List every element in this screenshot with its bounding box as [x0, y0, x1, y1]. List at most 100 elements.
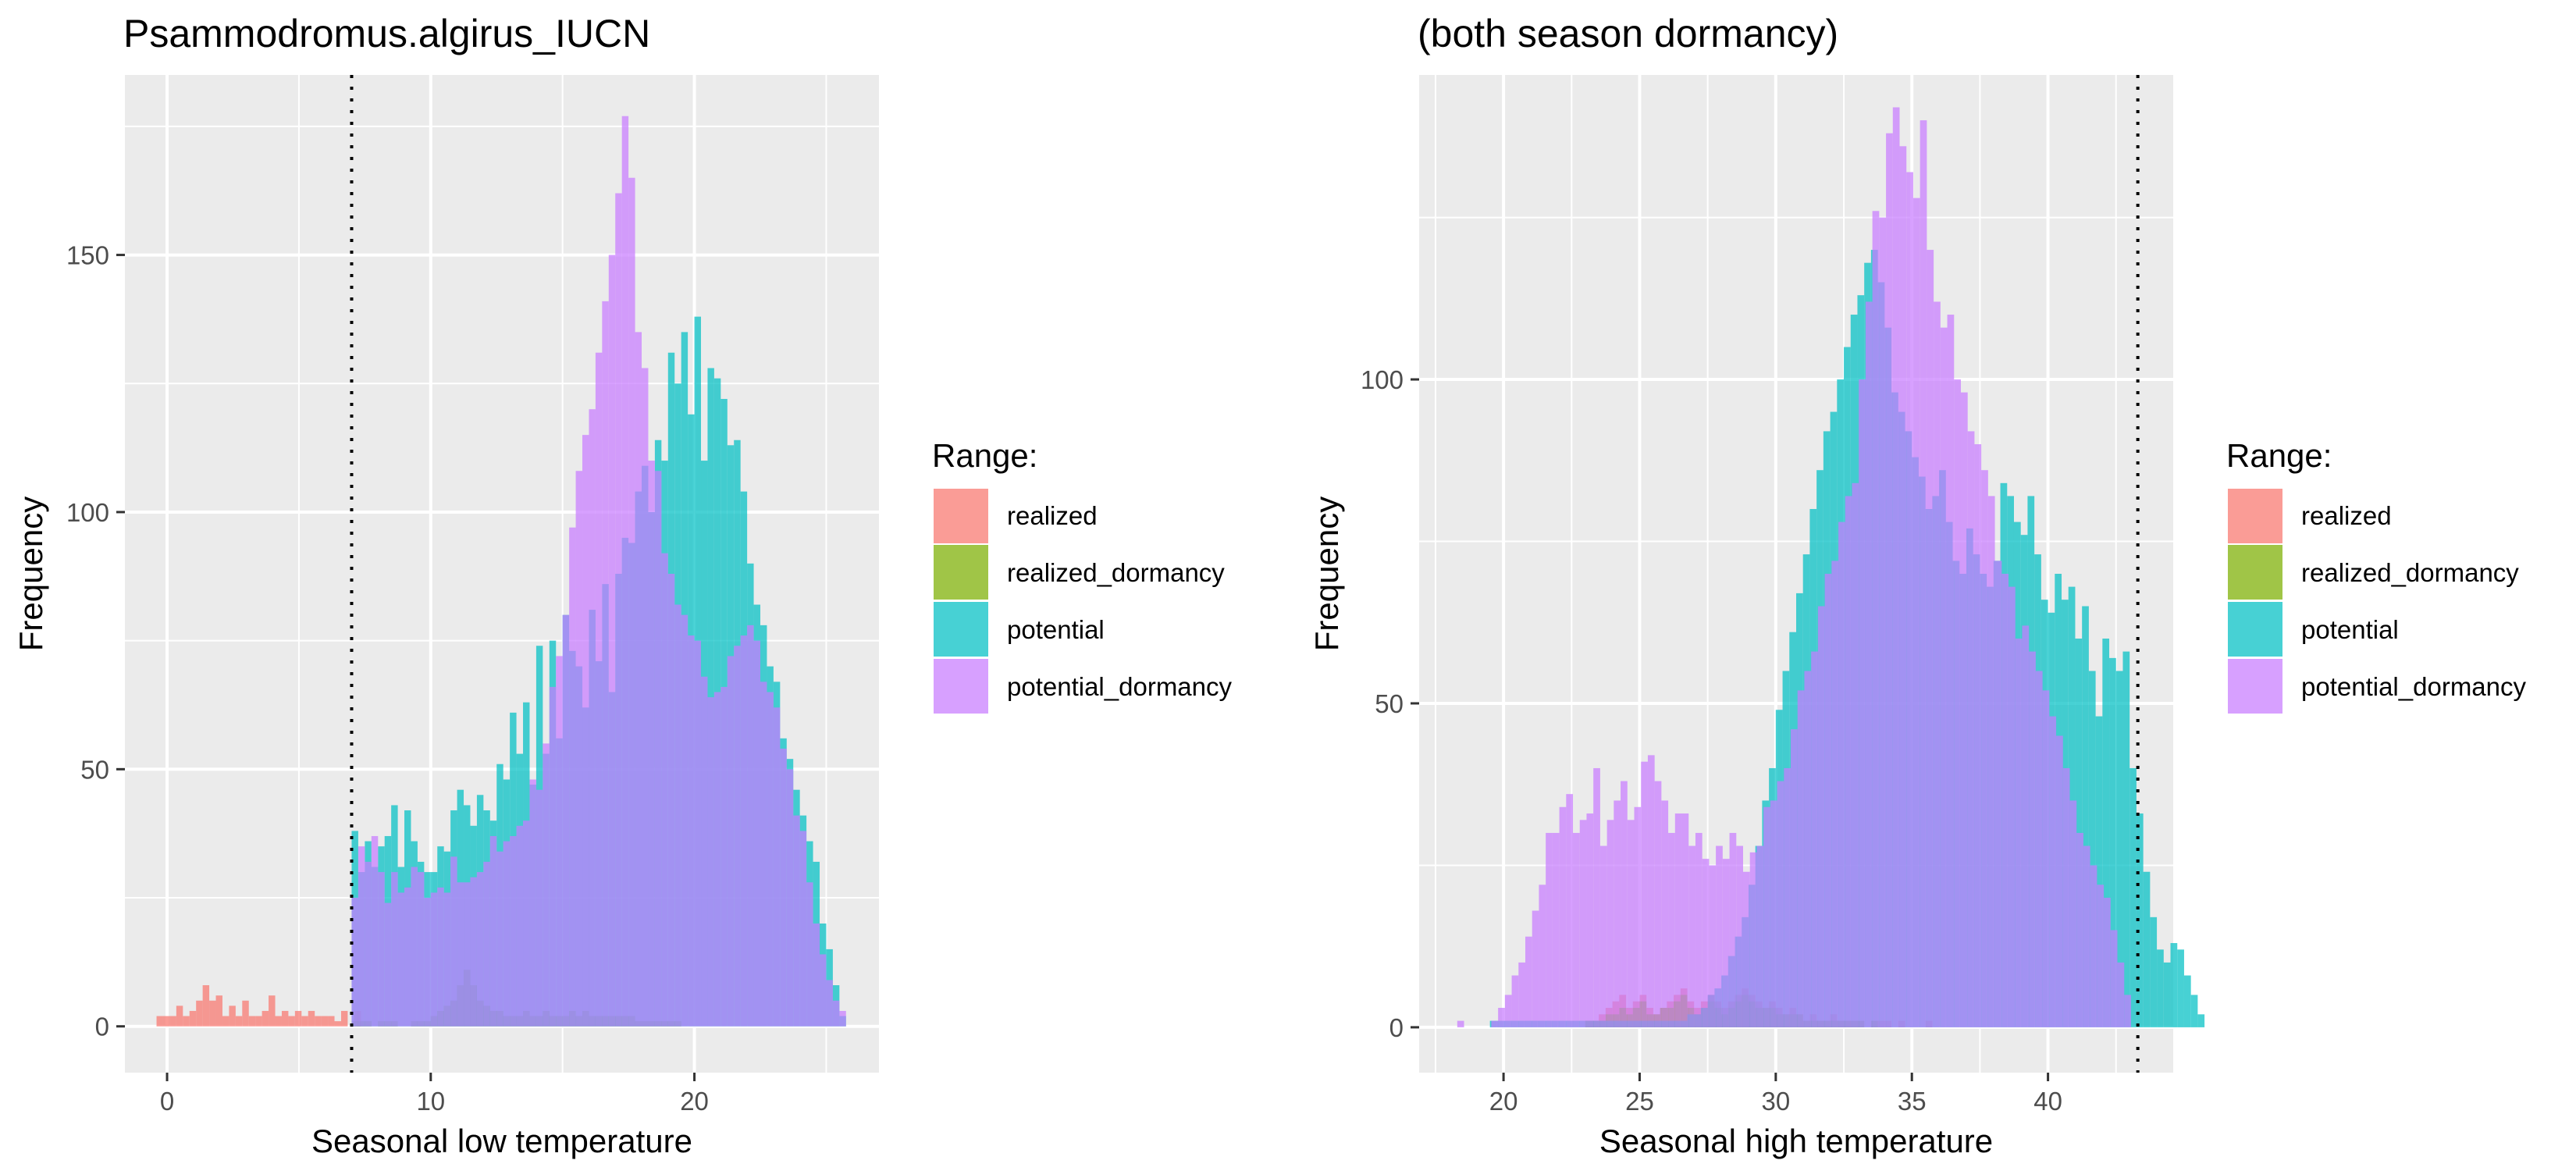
right-bar-potential-dormancy — [1831, 561, 1839, 1027]
left-bar-potential-dormancy — [549, 686, 557, 1027]
right-y-tick-label: 0 — [1389, 1013, 1404, 1042]
left-bar-potential-dormancy — [713, 692, 721, 1027]
left-bar-realized — [156, 1016, 163, 1027]
left-bar-potential-dormancy — [780, 748, 787, 1027]
left-chart: Psammodromus.algirus_IUCN 0 10 20 0 50 100 15… — [12, 12, 879, 1159]
left-bar-potential-dormancy — [516, 825, 524, 1027]
right-x-tick-label: 20 — [1489, 1087, 1518, 1116]
left-bar-potential-dormancy — [575, 471, 583, 1027]
left-x-axis: 0 10 20 — [160, 1073, 709, 1116]
right-legend-title: Range: — [2226, 437, 2332, 474]
left-series-potential-dormancy — [351, 116, 846, 1027]
right-bar-potential-dormancy — [2049, 716, 2057, 1027]
left-bar-potential-dormancy — [701, 676, 708, 1027]
left-bar-potential-dormancy — [397, 892, 405, 1027]
left-legend-key-realized — [934, 489, 988, 543]
right-bar-potential-dormancy — [1579, 820, 1587, 1027]
right-bar-potential-dormancy — [1770, 800, 1777, 1027]
right-bar-potential-dormancy — [1518, 962, 1526, 1027]
right-bar-potential-dormancy — [1668, 832, 1675, 1027]
left-bar-potential-dormancy — [470, 877, 477, 1027]
left-bar-potential-dormancy — [569, 527, 576, 1027]
left-x-tick-label: 10 — [416, 1087, 445, 1116]
left-bar-potential-dormancy — [464, 882, 471, 1027]
right-bar-potential-dormancy — [1709, 865, 1717, 1027]
left-bar-potential-dormancy — [529, 779, 536, 1027]
left-bar-potential-dormancy — [450, 856, 457, 1027]
right-bar-potential-dormancy — [1599, 845, 1607, 1027]
left-bar-potential-dormancy — [523, 820, 530, 1027]
right-bar-potential-dormancy — [1865, 301, 1873, 1027]
right-bar-potential-dormancy — [1852, 482, 1859, 1027]
left-bar-potential-dormancy — [595, 352, 603, 1027]
left-bar-potential-dormancy — [608, 254, 616, 1027]
right-bar-potential-dormancy — [1457, 1020, 1464, 1027]
right-bar-potential-dormancy — [1791, 729, 1798, 1027]
right-bar-potential-dormancy — [1614, 800, 1621, 1027]
right-bar-potential-dormancy — [2117, 962, 2125, 1027]
left-chart-title: Psammodromus.algirus_IUCN — [123, 12, 650, 55]
left-x-tick-label: 20 — [680, 1087, 709, 1116]
right-bar-potential-dormancy — [1967, 431, 1975, 1027]
right-legend-label-potential-dormancy: potential_dormancy — [2301, 672, 2527, 701]
right-bar-potential-dormancy — [1879, 217, 1887, 1027]
right-bar-potential-dormancy — [1947, 315, 1955, 1027]
right-bar-potential-dormancy — [1511, 975, 1519, 1027]
left-bar-potential-dormancy — [351, 898, 358, 1027]
right-x-tick-label: 30 — [1761, 1087, 1790, 1116]
left-bar-potential-dormancy — [642, 368, 649, 1027]
left-y-tick-label: 150 — [66, 241, 109, 270]
left-bar-realized — [275, 1016, 282, 1027]
left-bar-potential-dormancy — [535, 789, 543, 1027]
left-legend-label-potential: potential — [1007, 615, 1105, 644]
right-bar-potential-dormancy — [1994, 561, 2002, 1027]
right-bar-potential-dormancy — [1920, 120, 1927, 1027]
left-bar-potential-dormancy — [753, 640, 761, 1027]
right-y-axis-label: Frequency — [1308, 497, 1345, 651]
left-bar-potential-dormancy — [391, 872, 398, 1027]
right-bar-potential-dormancy — [1797, 690, 1805, 1027]
right-bar-potential-dormancy — [1912, 198, 1920, 1027]
right-bar-potential-dormancy — [1859, 379, 1866, 1027]
left-legend-label-realized: realized — [1007, 501, 1098, 530]
right-bar-potential-dormancy — [1491, 1020, 1499, 1027]
right-bar-potential-dormancy — [1627, 820, 1635, 1027]
right-histogram-bars — [1457, 107, 2205, 1027]
left-bar-potential — [707, 368, 714, 1027]
left-bar-realized — [315, 1016, 322, 1027]
right-bar-potential-dormancy — [1702, 859, 1710, 1027]
left-bar-realized — [229, 1005, 236, 1027]
right-legend-key-potential-dormancy — [2228, 659, 2282, 714]
right-bar-potential-dormancy — [1974, 444, 1982, 1027]
left-y-tick-label: 0 — [95, 1013, 109, 1041]
left-bar-potential-dormancy — [621, 116, 629, 1027]
left-bar-potential-dormancy — [727, 656, 735, 1027]
left-y-tick-label: 100 — [66, 498, 109, 527]
right-bar-potential — [2102, 638, 2110, 1027]
left-bar-realized — [215, 995, 222, 1027]
right-bar-potential-dormancy — [1838, 521, 1845, 1027]
left-bar-potential-dormancy — [430, 892, 438, 1027]
left-bar-potential-dormancy — [740, 635, 748, 1027]
right-bar-potential — [2197, 1014, 2205, 1027]
left-bar-potential-dormancy — [628, 177, 635, 1027]
left-legend-title: Range: — [932, 437, 1037, 474]
left-bar-potential-dormancy — [489, 835, 497, 1027]
left-bar-realized — [321, 1016, 329, 1027]
right-bar-potential-dormancy — [1647, 755, 1655, 1027]
left-bar-realized — [209, 1000, 216, 1027]
left-bar-realized — [294, 1010, 302, 1027]
left-bar-realized — [196, 1000, 203, 1027]
left-bar-realized — [255, 1016, 262, 1027]
left-bar-potential-dormancy — [734, 646, 741, 1027]
left-bar-realized — [301, 1016, 308, 1027]
right-bar-potential-dormancy — [1749, 852, 1757, 1027]
right-bar-potential-dormancy — [1777, 781, 1784, 1027]
right-bar-potential — [2082, 606, 2089, 1027]
left-bar-realized — [183, 1016, 190, 1027]
left-x-tick-label: 0 — [160, 1087, 174, 1116]
left-bar-realized — [340, 1010, 348, 1027]
left-bar-potential-dormancy — [793, 815, 800, 1027]
left-bar-realized — [308, 1010, 315, 1027]
right-y-axis: 0 50 100 — [1361, 365, 1419, 1042]
